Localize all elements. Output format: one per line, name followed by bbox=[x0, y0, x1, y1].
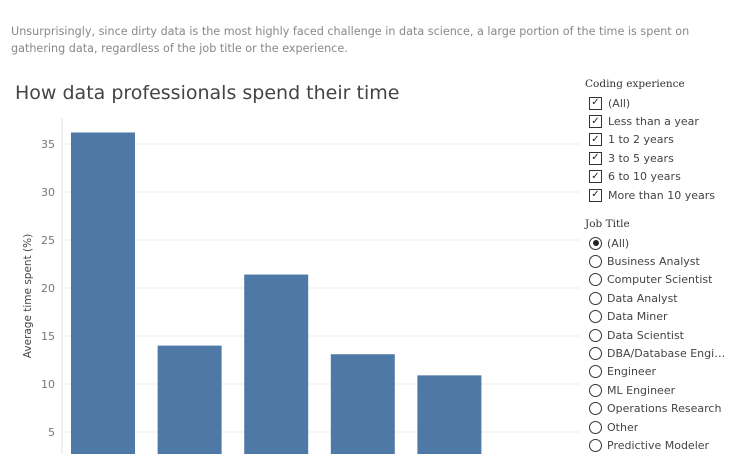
y-tick-label: 10 bbox=[41, 378, 55, 391]
radio-icon[interactable] bbox=[589, 273, 602, 287]
radio-icon[interactable] bbox=[589, 310, 602, 324]
job-title-option[interactable]: ML Engineer bbox=[585, 381, 735, 399]
y-tick-label: 35 bbox=[41, 138, 55, 151]
coding-option[interactable]: ✓ 6 to 10 years bbox=[585, 168, 735, 186]
bar bbox=[417, 375, 482, 454]
job-title-option-label: ML Engineer bbox=[607, 383, 676, 397]
job-title-option[interactable]: DBA/Database Engin... bbox=[585, 344, 735, 362]
job-title-option[interactable]: Predictive Modeler bbox=[585, 436, 735, 454]
job-title-option-label: (All) bbox=[607, 236, 630, 250]
checkbox-icon[interactable]: ✓ bbox=[589, 133, 602, 147]
job-title-option-label: Data Scientist bbox=[607, 328, 684, 342]
job-title-option-label: Business Analyst bbox=[607, 255, 700, 269]
job-title-option-label: Engineer bbox=[607, 365, 656, 379]
job-title-option[interactable]: Engineer bbox=[585, 363, 735, 381]
coding-option-label: More than 10 years bbox=[608, 188, 716, 202]
job-title-option[interactable]: (All) bbox=[585, 234, 735, 252]
radio-icon[interactable] bbox=[589, 236, 602, 250]
radio-icon[interactable] bbox=[589, 255, 602, 269]
job-title-option[interactable]: Other bbox=[585, 418, 735, 436]
job-title-option-label: Computer Scientist bbox=[607, 273, 713, 287]
coding-option[interactable]: ✓ 3 to 5 years bbox=[585, 149, 735, 167]
coding-option[interactable]: ✓ More than 10 years bbox=[585, 186, 735, 204]
job-title-option-label: Data Miner bbox=[607, 310, 668, 324]
job-title-option-label: Other bbox=[607, 420, 639, 434]
radio-icon[interactable] bbox=[589, 291, 602, 305]
bar bbox=[244, 274, 309, 454]
coding-option-label: 1 to 2 years bbox=[608, 133, 674, 147]
bar bbox=[71, 132, 135, 454]
radio-icon[interactable] bbox=[589, 402, 602, 416]
y-tick-label: 15 bbox=[41, 330, 55, 343]
job-title-option[interactable]: Business Analyst bbox=[585, 252, 735, 270]
radio-icon[interactable] bbox=[589, 347, 602, 361]
job-title-option-label: Predictive Modeler bbox=[607, 438, 710, 452]
radio-icon[interactable] bbox=[589, 420, 602, 434]
job-title-title: Job Title bbox=[585, 218, 630, 230]
radio-icon[interactable] bbox=[589, 438, 602, 452]
bar bbox=[330, 354, 395, 454]
job-title-filter: Job Title (All) Business Analyst Computer … bbox=[585, 217, 735, 455]
coding-option-label: Less than a year bbox=[608, 115, 699, 129]
job-title-option-label: Data Analyst bbox=[607, 291, 678, 305]
coding-option-label: 6 to 10 years bbox=[608, 170, 681, 184]
job-title-option[interactable]: Computer Scientist bbox=[585, 271, 735, 289]
coding-option[interactable]: ✓ (All) bbox=[585, 94, 735, 112]
y-tick-label: 30 bbox=[41, 186, 55, 199]
y-tick-label: 5 bbox=[48, 426, 55, 439]
intro-text: Unsurprisingly, since dirty data is the … bbox=[11, 25, 690, 55]
coding-experience-filter: Coding experience ✓ (All) ✓ Less than a yea… bbox=[585, 77, 735, 204]
bar bbox=[157, 345, 222, 454]
job-title-option[interactable]: Data Miner bbox=[585, 308, 735, 326]
job-title-option-label: DBA/Database Engin... bbox=[607, 347, 727, 361]
bar-chart: 5 10 15 20 25 30 35 Average time spent (%) bbox=[22, 118, 580, 454]
job-title-option[interactable]: Operations Research bbox=[585, 400, 735, 418]
checkbox-icon[interactable]: ✓ bbox=[589, 115, 602, 129]
coding-option-label: 3 to 5 years bbox=[608, 151, 674, 165]
checkbox-icon[interactable]: ✓ bbox=[589, 96, 602, 110]
y-tick-label: 25 bbox=[41, 234, 55, 247]
job-title-option[interactable]: Data Analyst bbox=[585, 289, 735, 307]
coding-option[interactable]: ✓ Less than a year bbox=[585, 112, 735, 130]
coding-option-label: (All) bbox=[608, 96, 631, 110]
job-title-option[interactable]: Data Scientist bbox=[585, 326, 735, 344]
y-axis-label: Average time spent (%) bbox=[22, 234, 34, 358]
checkbox-icon[interactable]: ✓ bbox=[589, 188, 602, 202]
radio-icon[interactable] bbox=[589, 383, 602, 397]
checkbox-icon[interactable]: ✓ bbox=[589, 170, 602, 184]
job-title-option-label: Operations Research bbox=[607, 402, 722, 416]
checkbox-icon[interactable]: ✓ bbox=[589, 151, 602, 165]
y-tick-label: 20 bbox=[41, 282, 55, 295]
radio-icon[interactable] bbox=[589, 365, 602, 379]
coding-option[interactable]: ✓ 1 to 2 years bbox=[585, 131, 735, 149]
coding-experience-title: Coding experience bbox=[585, 78, 685, 90]
chart-title: How data professionals spend their time bbox=[15, 82, 400, 104]
radio-icon[interactable] bbox=[589, 328, 602, 342]
